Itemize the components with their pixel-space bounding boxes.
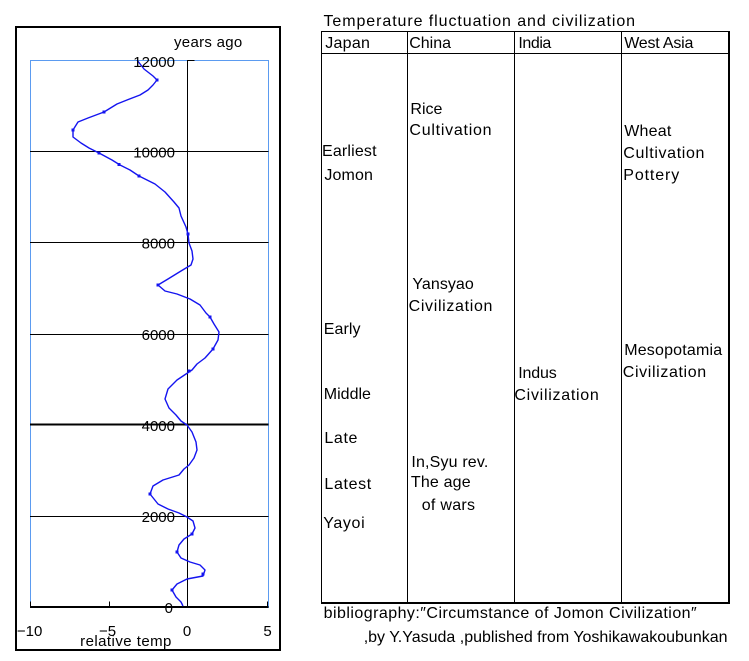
svg-text:−10: −10	[17, 623, 42, 640]
svg-text:−5: −5	[99, 623, 116, 640]
svg-text:2000: 2000	[142, 509, 175, 526]
svg-text:8000: 8000	[142, 236, 175, 253]
svg-text:12000: 12000	[133, 54, 175, 71]
svg-text:5: 5	[263, 623, 271, 640]
svg-text:years ago: years ago	[174, 34, 243, 51]
svg-text:0: 0	[183, 623, 191, 640]
svg-text:0: 0	[165, 600, 173, 617]
svg-text:4000: 4000	[142, 418, 175, 435]
svg-text:relative temp: relative temp	[80, 633, 172, 650]
svg-text:10000: 10000	[133, 145, 175, 162]
svg-text:6000: 6000	[142, 327, 175, 344]
